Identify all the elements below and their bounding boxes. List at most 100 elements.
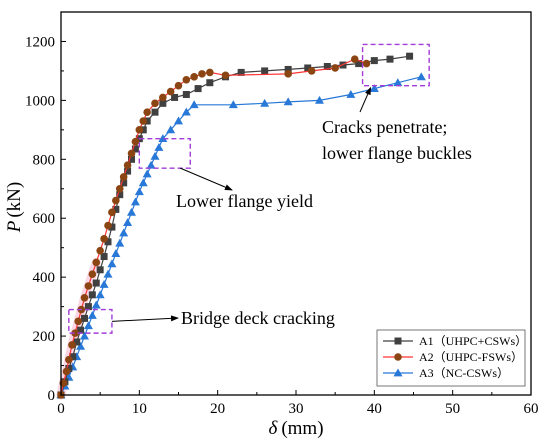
series-a2-point: [112, 196, 120, 205]
series-a2-point: [62, 367, 71, 376]
series-a3-point: [154, 143, 164, 151]
series-a1-point: [73, 338, 81, 346]
series-a1-point: [151, 108, 159, 116]
series-a2-point: [104, 221, 112, 230]
annotation-layer: Cracks penetrate; lower flange buckles L…: [176, 117, 472, 328]
series-a2-point: [65, 355, 73, 364]
legend-label-a3: A3（NC-CSWs）: [419, 366, 509, 380]
series-a1-point: [206, 79, 214, 87]
series-a3-point: [142, 169, 152, 178]
x-tick-label: 0: [57, 401, 65, 417]
series-a2-point: [174, 81, 183, 90]
series-a2-point: [92, 258, 101, 267]
series-a3-point: [158, 134, 168, 143]
series-a1-point: [112, 205, 120, 213]
series-a2-point: [88, 270, 97, 279]
series-a3-point: [83, 321, 93, 330]
series-a3-point: [260, 98, 270, 107]
series-a2-point: [206, 68, 214, 77]
x-tick-label: 20: [210, 401, 225, 417]
series-a3-point: [76, 341, 86, 350]
annotation-box-layer: [68, 43, 430, 334]
x-tick-label: 50: [445, 401, 460, 417]
series-a2-point: [362, 59, 371, 68]
annotation-yield: Lower flange yield: [176, 191, 313, 211]
series-a3-point: [134, 187, 144, 196]
series-a1-point: [370, 57, 378, 65]
series-a1-point: [77, 326, 85, 334]
series-a2-point: [139, 117, 148, 125]
y-axis-unit: (kN): [4, 182, 25, 218]
series-a1-point: [92, 279, 100, 287]
series-a3-point: [315, 95, 324, 104]
series-a3-point: [150, 151, 160, 160]
series-a1-point: [88, 291, 96, 299]
series-a1-point: [171, 93, 179, 101]
y-tick-label: 0: [48, 388, 56, 404]
x-tick-label: 30: [289, 401, 304, 417]
x-axis-title: δ (mm): [268, 418, 323, 439]
series-a2-point: [190, 73, 198, 81]
y-axis-var: P: [4, 220, 25, 233]
series-a1-point: [139, 126, 147, 134]
y-tick-label: 800: [33, 152, 56, 168]
series-a3-point: [119, 228, 129, 237]
y-tick-label: 1200: [25, 34, 55, 50]
x-tick-label: 60: [524, 401, 539, 417]
legend-label-a2: A2（UHPC-FSWs）: [419, 350, 523, 364]
series-a2-point: [96, 246, 104, 255]
series-a3-point: [127, 207, 136, 216]
series-a1-point: [237, 68, 245, 76]
series-a1-point: [124, 167, 132, 175]
legend-swatches: [383, 337, 413, 377]
series-a2-point: [284, 70, 292, 78]
series-a3-point: [91, 300, 101, 309]
series-a2-point: [115, 184, 124, 193]
series-a2-point: [80, 293, 89, 302]
series-a1-point: [143, 117, 151, 125]
series-a1-point: [386, 55, 394, 63]
y-tick-label: 200: [33, 329, 56, 345]
series-a3-point: [95, 290, 105, 299]
series-a3-point: [115, 238, 125, 247]
annotation-box-2: [138, 137, 191, 169]
series-a3-point: [99, 280, 109, 288]
series-a3-point: [174, 116, 183, 125]
series-a1-point: [182, 90, 190, 98]
series-a3-point: [107, 259, 117, 268]
series-a1-point: [96, 266, 104, 274]
series-a2-point: [123, 161, 132, 169]
x-tick-label: 10: [132, 401, 147, 417]
legend-label-a1: A1（UHPC+CSWs）: [419, 334, 527, 348]
series-a1-point: [120, 179, 128, 187]
series-a3-point: [369, 84, 379, 92]
annotation-deck-cracking: Bridge deck cracking: [181, 308, 335, 328]
series-a2-point: [84, 282, 93, 290]
series-a3-point: [103, 269, 113, 278]
legend: A1（UHPC+CSWs） A2（UHPC-FSWs） A3（NC-CSWs）: [376, 329, 527, 387]
series-a3-point: [87, 310, 97, 319]
series-a2-point: [131, 137, 140, 146]
series-a2-point: [135, 126, 144, 134]
series-a2-point: [221, 71, 230, 80]
series-a2-point: [198, 70, 206, 78]
series-a2-point: [159, 93, 167, 102]
series-a2-point: [307, 67, 316, 75]
series-a2-point: [127, 149, 136, 158]
series-a2: [57, 55, 371, 399]
y-axis-title: P (kN): [4, 182, 25, 234]
series-a3-point: [111, 249, 121, 257]
legend-marker-a3: [393, 368, 403, 377]
legend-frame: [376, 329, 526, 387]
series-a1-point: [128, 155, 135, 163]
series-a2-point: [100, 235, 108, 243]
series-a1-point: [116, 191, 124, 199]
series-a2-point: [182, 75, 191, 84]
series-a3-point: [130, 197, 140, 206]
legend-marker-a2: [394, 353, 402, 361]
series-a1-point: [108, 223, 116, 231]
series-a3-point: [80, 331, 89, 340]
series-a1-point: [131, 145, 139, 153]
series-a3-point: [283, 97, 293, 106]
